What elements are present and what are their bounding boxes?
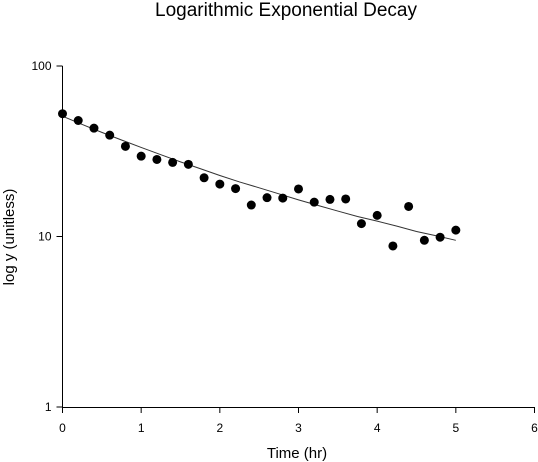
data-point — [183, 159, 193, 169]
data-point — [325, 194, 335, 204]
data-point — [168, 157, 178, 167]
y-tick-label: 10 — [38, 230, 52, 244]
data-point — [231, 184, 241, 194]
data-point — [356, 219, 366, 229]
data-point — [73, 116, 83, 125]
data-point — [294, 184, 303, 194]
x-tick-label: 1 — [138, 421, 145, 435]
data-point — [341, 194, 351, 204]
data-point — [262, 193, 272, 203]
x-tick-label: 4 — [374, 421, 381, 435]
data-point — [105, 130, 115, 140]
y-tick-label: 100 — [31, 59, 51, 73]
data-point — [309, 197, 319, 207]
y-tick-label: 1 — [45, 400, 52, 414]
data-point — [372, 210, 382, 220]
data-point — [419, 235, 429, 245]
fit-line — [62, 115, 456, 241]
data-point — [215, 179, 225, 189]
x-tick-label: 6 — [531, 421, 538, 435]
x-tick-label: 5 — [452, 421, 459, 435]
data-point — [58, 109, 67, 119]
series-layer — [58, 109, 461, 251]
data-point — [435, 232, 445, 242]
data-point — [89, 123, 99, 133]
x-tick-label: 3 — [295, 421, 302, 435]
x-tick-label: 0 — [59, 421, 66, 435]
data-point — [136, 151, 146, 161]
data-point — [120, 141, 130, 151]
data-point — [388, 241, 398, 251]
data-point — [451, 225, 461, 235]
chart-title: Logarithmic Exponential Decay — [155, 0, 417, 21]
x-axis-label: Time (hr) — [267, 445, 327, 462]
x-axis-ticks: 0 1 2 3 4 5 6 — [59, 407, 538, 435]
y-axis-ticks: 1 10 100 — [31, 59, 63, 414]
data-point — [152, 154, 162, 164]
x-tick-label: 2 — [216, 421, 223, 435]
data-point — [404, 201, 414, 211]
y-axis-label: log y (unitless) — [1, 189, 18, 286]
data-point — [199, 173, 209, 183]
data-point — [246, 200, 256, 210]
data-point — [278, 193, 288, 203]
